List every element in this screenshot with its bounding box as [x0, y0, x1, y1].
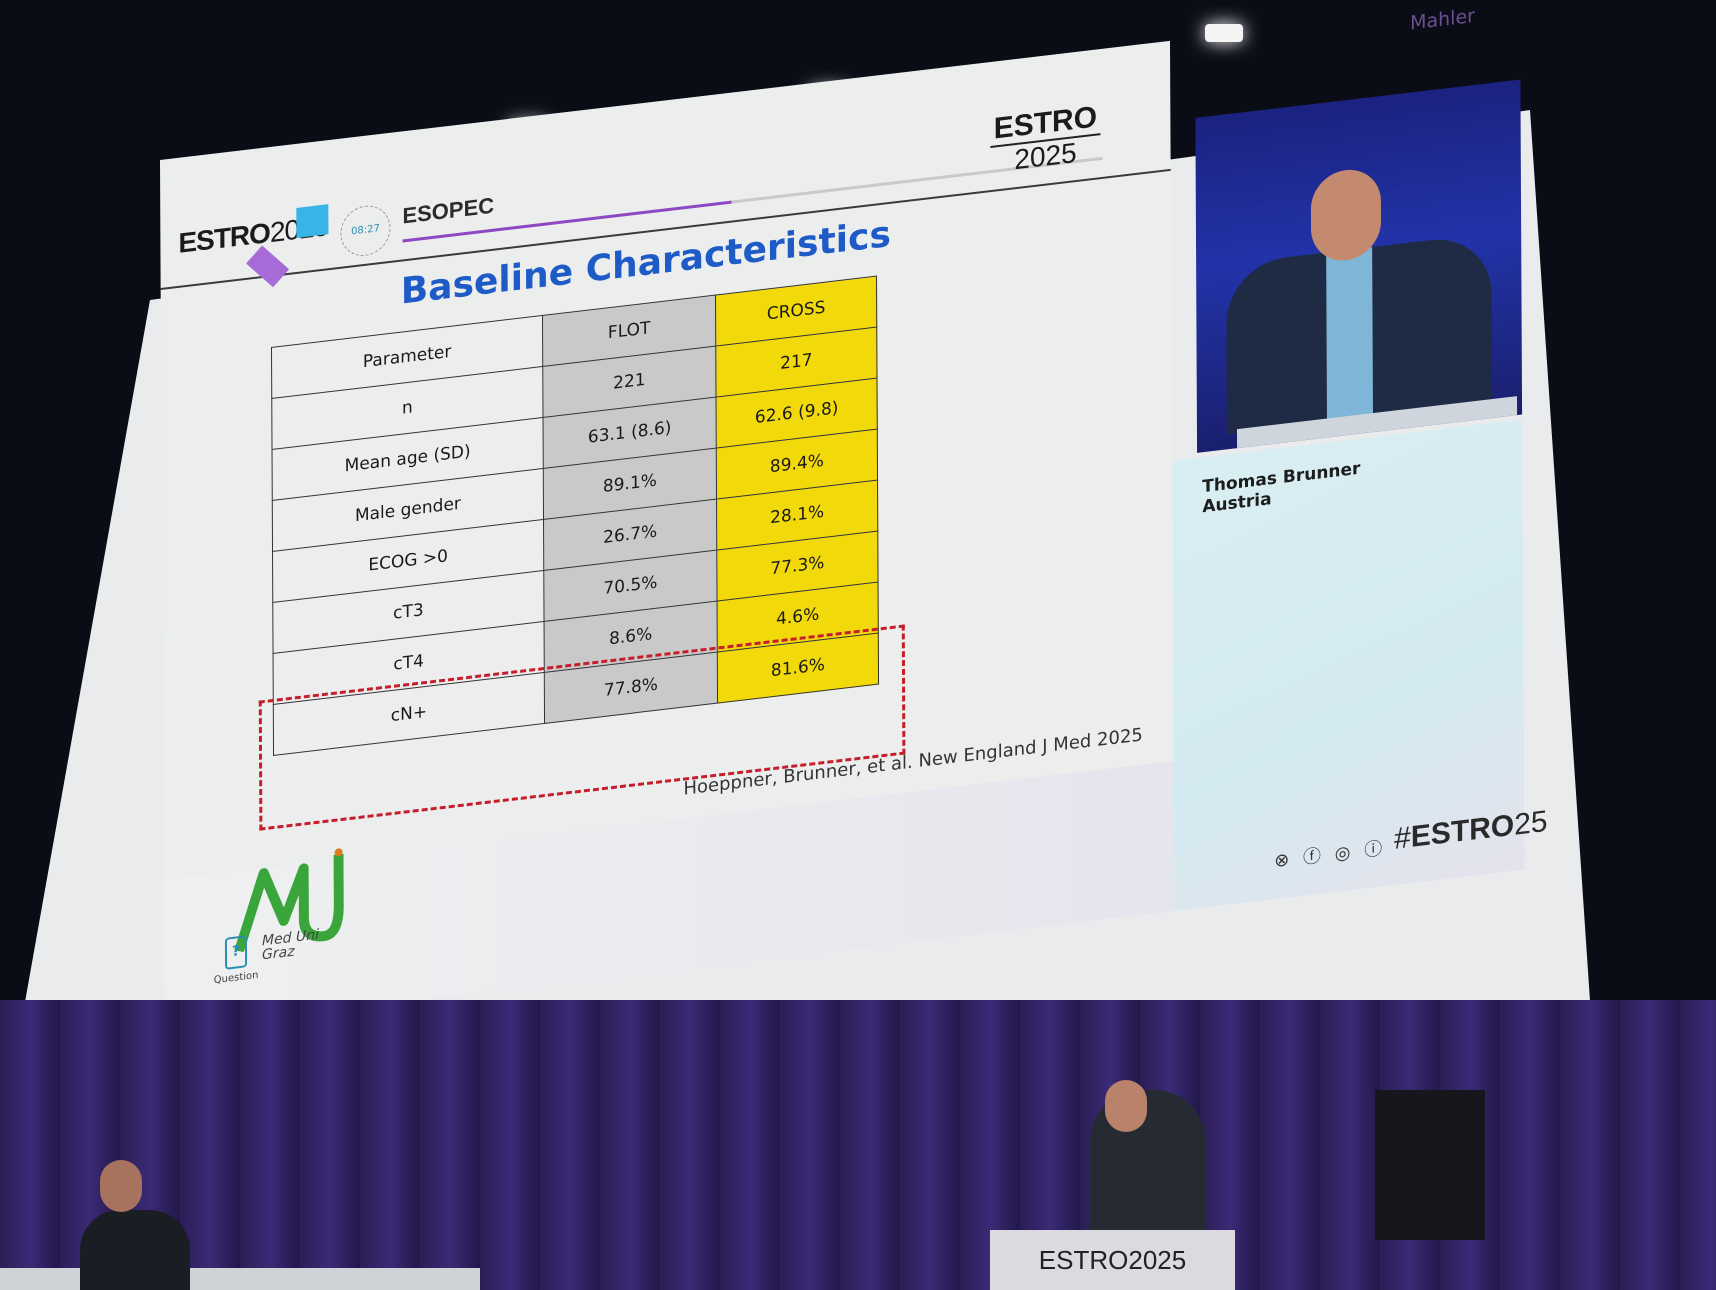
estro-logo-left: ESTRO2025: [178, 204, 329, 288]
logo-cyan-square: [296, 204, 329, 238]
stage-light: [1205, 24, 1243, 42]
phone-question-icon: ?: [224, 935, 248, 970]
med-uni-graz-logo: [234, 848, 344, 953]
session-name: ESOPEC: [402, 192, 495, 229]
slide: ESTRO2025 08:27 ESOPEC ESTRO 2025 Baseli…: [160, 0, 1548, 1030]
linkedin-icon: ⓘ: [1364, 837, 1387, 862]
speaker-shirt: [1326, 247, 1373, 423]
loudspeaker: [1375, 1090, 1485, 1240]
slide-content-panel: ESTRO2025 08:27 ESOPEC ESTRO 2025 Baseli…: [160, 40, 1174, 963]
instagram-icon: ◎: [1334, 841, 1355, 865]
stage-podium: ESTRO2025: [990, 1230, 1235, 1290]
hashtag-year: 25: [1514, 804, 1548, 842]
panel-member-head: [100, 1160, 142, 1212]
x-icon: ⊗: [1274, 848, 1294, 873]
logo-purple-diamond: [246, 245, 290, 288]
facebook-icon: ⓕ: [1302, 845, 1326, 869]
panel-desk: [0, 1268, 480, 1290]
panel-member: [80, 1210, 190, 1290]
session-timer: 08:27: [340, 202, 391, 259]
speaker-video: [1195, 79, 1523, 453]
hashtag-symbol: #: [1394, 820, 1411, 856]
presenter-head: [1105, 1080, 1147, 1132]
chair-label: Mahler: [1410, 4, 1475, 35]
estro-logo-right: ESTRO 2025: [990, 100, 1101, 178]
question-button: ? Question: [206, 933, 266, 987]
